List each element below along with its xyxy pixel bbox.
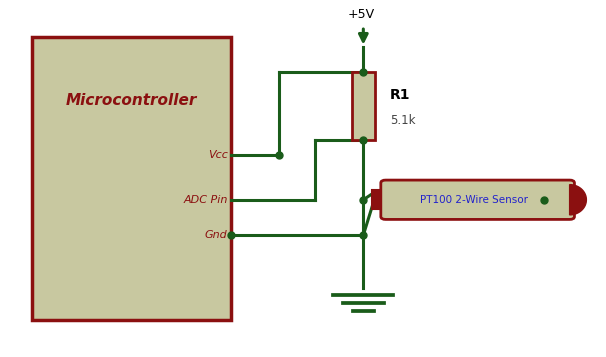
FancyBboxPatch shape (381, 180, 574, 220)
FancyBboxPatch shape (352, 72, 375, 140)
Text: Vcc: Vcc (208, 151, 228, 161)
Polygon shape (570, 185, 587, 215)
Text: ADC Pin: ADC Pin (183, 195, 228, 205)
FancyBboxPatch shape (32, 37, 231, 320)
Text: Gnd: Gnd (205, 230, 228, 240)
Text: 5.1k: 5.1k (390, 114, 415, 126)
FancyBboxPatch shape (372, 191, 385, 209)
Text: Microcontroller: Microcontroller (65, 93, 197, 108)
Text: +5V: +5V (348, 8, 375, 21)
Text: R1: R1 (390, 88, 410, 102)
Text: PT100 2-Wire Sensor: PT100 2-Wire Sensor (420, 195, 528, 205)
